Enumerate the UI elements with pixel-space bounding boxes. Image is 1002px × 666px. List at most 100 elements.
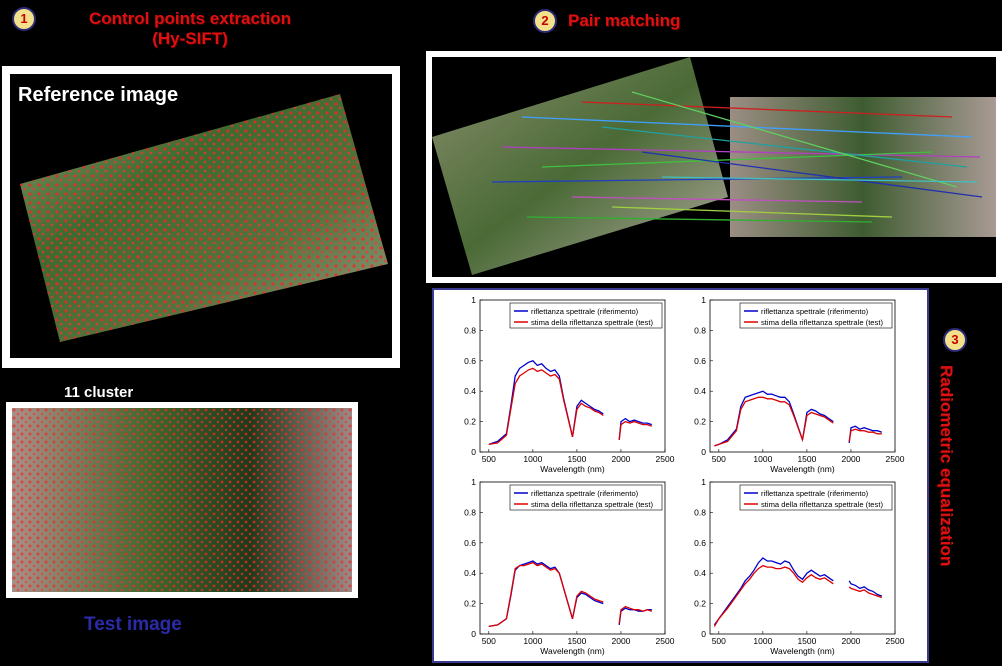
x-tick-label: 1500 <box>797 454 816 464</box>
x-axis-label: Wavelength (nm) <box>540 464 605 474</box>
step-1-title-line1: Control points extraction <box>88 9 292 28</box>
legend-label: stima della riflettanza spettrale (test) <box>761 318 883 327</box>
x-axis-label: Wavelength (nm) <box>770 464 835 474</box>
y-tick-label: 0.2 <box>464 417 476 427</box>
series-line-reference <box>618 417 653 440</box>
y-tick-label: 0.6 <box>464 356 476 366</box>
chart-2: 500 1000 1500 2000 2500 0 0.2 0.4 0.6 0.8 1 Wavelen… <box>694 295 905 474</box>
y-tick-label: 0 <box>471 447 476 457</box>
y-tick-label: 0.4 <box>464 568 476 578</box>
test-image-graphic <box>12 408 352 592</box>
spectra-charts: 500 1000 1500 2000 250000.20.40.60.81Wavelen… <box>464 295 905 656</box>
step-1-title: Control points extraction (Hy-SIFT) <box>60 9 320 49</box>
series-line-test <box>618 605 653 624</box>
chart-4: 500 1000 1500 2000 2500 0 0.2 0.4 0.6 0.8 1 Wavelen… <box>694 477 905 656</box>
legend-label: riflettanza spettrale (riferimento) <box>761 489 869 498</box>
x-tick-label: 2500 <box>886 454 905 464</box>
x-tick-label: 500 <box>482 636 496 646</box>
series-line-reference <box>713 557 834 626</box>
legend-label: stima della riflettanza spettrale (test) <box>531 318 653 327</box>
x-tick-label: 1500 <box>797 636 816 646</box>
x-tick-label: 1500 <box>567 636 586 646</box>
step-3-title: Radiometric equalization <box>937 365 956 567</box>
legend-box <box>739 484 893 511</box>
x-tick-label: 2000 <box>841 636 860 646</box>
y-tick-label: 0.8 <box>694 507 706 517</box>
legend-box <box>509 484 663 511</box>
series-line-reference <box>714 390 834 447</box>
y-tick-label: 1 <box>701 295 706 305</box>
x-tick-label: 2500 <box>656 636 675 646</box>
x-tick-label: 2000 <box>841 454 860 464</box>
step-3-badge: 3 <box>943 328 967 352</box>
y-tick-label: 0.4 <box>464 386 476 396</box>
series-line-test <box>714 396 834 447</box>
legend-label: riflettanza spettrale (riferimento) <box>761 307 869 316</box>
y-tick-label: 0.4 <box>694 386 706 396</box>
y-tick-label: 0.8 <box>464 507 476 517</box>
x-axis-label: Wavelength (nm) <box>770 646 835 656</box>
step-1-title-line2: (Hy-SIFT) <box>152 29 228 48</box>
x-tick-label: 2000 <box>611 636 630 646</box>
reference-image: Reference image <box>10 74 392 358</box>
reference-image-graphic <box>20 94 388 342</box>
legend-label: riflettanza spettrale (riferimento) <box>531 489 639 498</box>
x-tick-label: 1000 <box>753 454 772 464</box>
y-tick-label: 0.8 <box>694 325 706 335</box>
test-image <box>12 408 352 592</box>
pair-matching-graphic <box>432 57 996 275</box>
series-line-test <box>618 420 653 440</box>
x-tick-label: 2500 <box>656 454 675 464</box>
y-tick-label: 0.6 <box>464 538 476 548</box>
step-2-badge: 2 <box>533 9 557 33</box>
y-tick-label: 0.6 <box>694 356 706 366</box>
legend-label: stima della riflettanza spettrale (test) <box>761 500 883 509</box>
y-tick-label: 0.2 <box>694 599 706 609</box>
pair-matching-image <box>432 57 996 277</box>
x-tick-label: 2500 <box>886 636 905 646</box>
y-tick-label: 0.4 <box>694 568 706 578</box>
legend-box <box>509 302 663 329</box>
series-line-test <box>848 428 882 442</box>
reference-image-frame: Reference image <box>2 66 400 368</box>
y-tick-label: 0 <box>701 447 706 457</box>
series-line-reference <box>848 580 883 597</box>
series-line-test <box>713 564 834 627</box>
step-1-badge: 1 <box>12 7 36 31</box>
y-tick-label: 1 <box>701 477 706 487</box>
cluster-label: 11 cluster <box>64 384 134 401</box>
series-line-reference <box>488 360 604 446</box>
series-line-reference <box>848 425 883 443</box>
test-image-frame <box>6 402 358 598</box>
reference-image-label: Reference image <box>18 84 179 106</box>
test-image-label: Test image <box>84 614 182 635</box>
pair-matching-frame <box>426 51 1002 283</box>
y-tick-label: 0.2 <box>694 417 706 427</box>
x-tick-label: 1000 <box>753 636 772 646</box>
series-line-test <box>848 586 883 599</box>
x-axis-label: Wavelength (nm) <box>540 646 605 656</box>
y-tick-label: 0.6 <box>694 538 706 548</box>
x-tick-label: 500 <box>482 454 496 464</box>
series-line-test <box>488 561 604 628</box>
spectra-panel: 500 1000 1500 2000 2500 0 0.2 0.4 0.6 0.8 1 Wavelen… <box>432 288 929 663</box>
x-tick-label: 500 <box>712 636 726 646</box>
x-tick-label: 500 <box>712 454 726 464</box>
x-tick-label: 1000 <box>523 454 542 464</box>
chart-3: 500 1000 1500 2000 2500 0 0.2 0.4 0.6 0.8 1 Wavelen… <box>464 477 675 656</box>
chart-1: 500 1000 1500 2000 2500 0 0.2 0.4 0.6 0.8 1 Wavelen… <box>464 295 675 474</box>
legend-label: riflettanza spettrale (riferimento) <box>531 307 639 316</box>
legend-box <box>739 302 893 329</box>
y-tick-label: 0.2 <box>464 599 476 609</box>
legend-label: stima della riflettanza spettrale (test) <box>531 500 653 509</box>
x-tick-label: 1500 <box>567 454 586 464</box>
y-tick-label: 0 <box>701 629 706 639</box>
x-tick-label: 2000 <box>611 454 630 464</box>
step-2-title: Pair matching <box>568 11 681 30</box>
y-tick-label: 1 <box>471 295 476 305</box>
y-tick-label: 0 <box>471 629 476 639</box>
y-tick-label: 1 <box>471 477 476 487</box>
x-tick-label: 1000 <box>523 636 542 646</box>
y-tick-label: 0.8 <box>464 325 476 335</box>
series-line-test <box>488 367 604 446</box>
